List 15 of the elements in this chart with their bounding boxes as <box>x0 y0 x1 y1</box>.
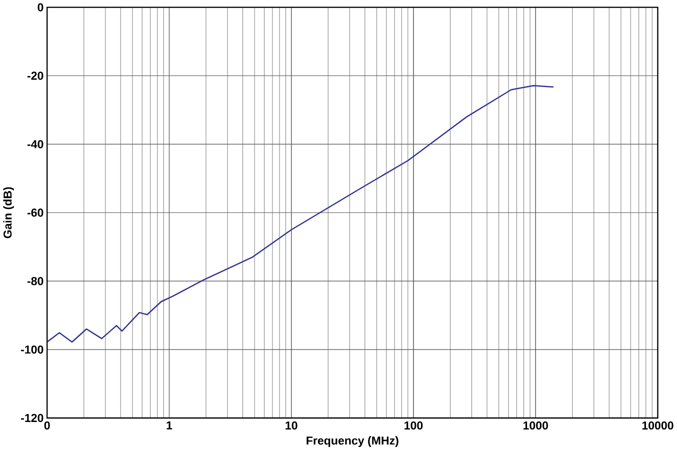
y-tick-label: -100 <box>21 345 44 354</box>
y-tick-label: -60 <box>27 208 44 217</box>
y-tick-label: -40 <box>27 140 44 148</box>
x-tick-label: 10000 <box>642 421 674 430</box>
y-tick-label: 0 <box>38 3 44 12</box>
x-tick-label: 10 <box>286 421 298 430</box>
x-tick-label: 1 <box>166 421 172 430</box>
y-axis-title: Gain (dB) <box>3 187 14 238</box>
x-axis-title: Frequency (MHz) <box>306 436 398 447</box>
y-tick-label: -80 <box>27 276 44 286</box>
x-tick-label: 1000 <box>523 421 548 430</box>
x-tick-label: 100 <box>404 421 423 430</box>
x-tick-label: 0 <box>44 421 50 430</box>
y-tick-label: -120 <box>21 414 44 422</box>
y-tick-label: -20 <box>27 72 44 80</box>
